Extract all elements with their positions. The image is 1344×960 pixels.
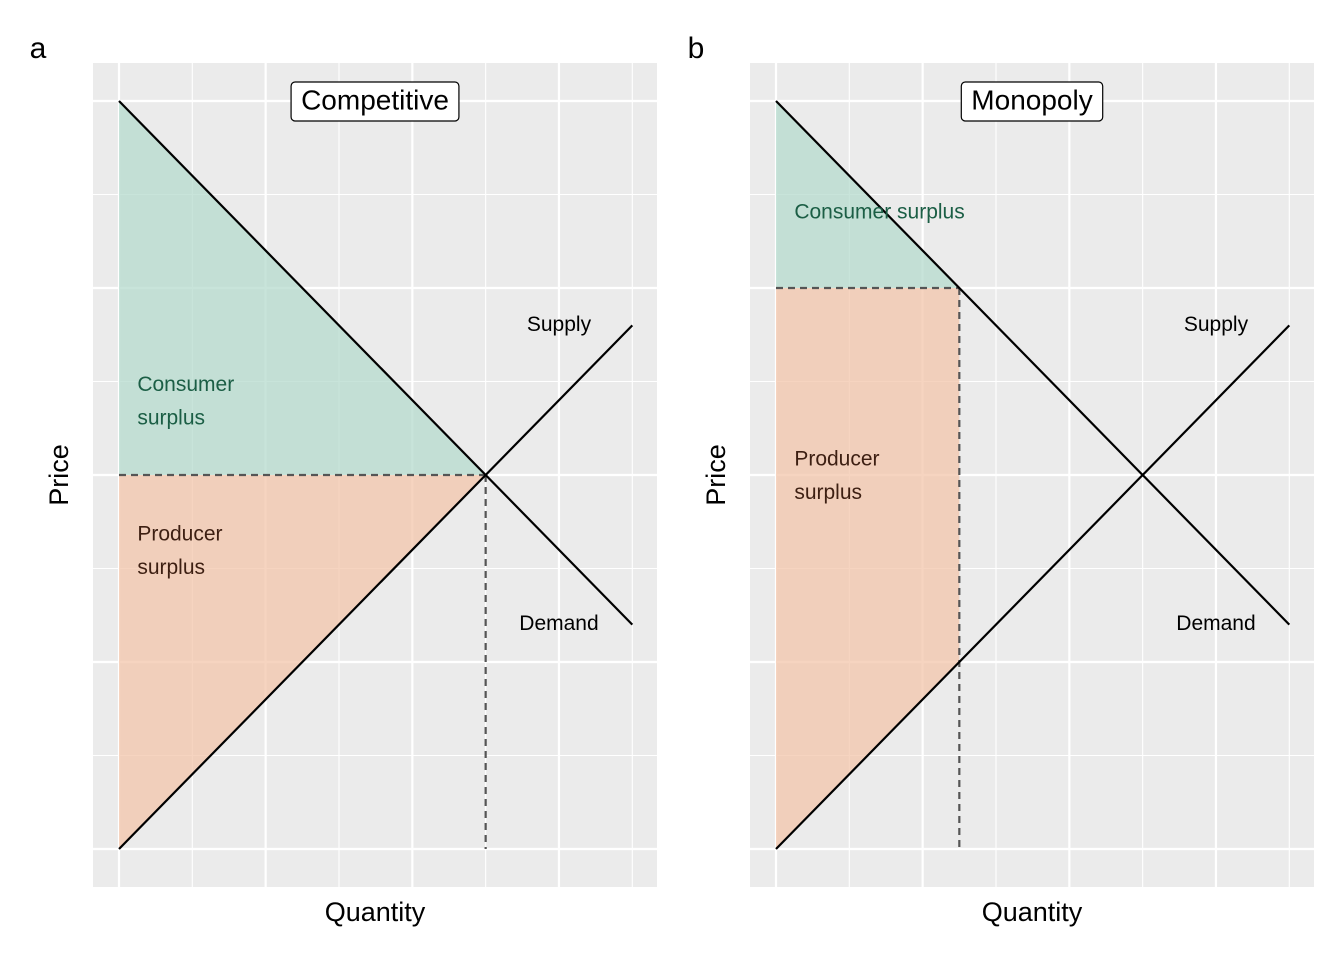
panel-tag: b <box>688 32 705 65</box>
panel-monopoly: Supply Demand Consumer surplus Producer surp… <box>688 32 1314 927</box>
supply-label: Supply <box>1184 313 1249 336</box>
panel-title-box <box>960 81 1104 122</box>
producer-surplus-label: Producer <box>794 448 879 471</box>
panel-tag: a <box>30 32 47 65</box>
supply-label: Supply <box>527 313 592 336</box>
panel-title-box <box>290 81 460 122</box>
consumer-surplus-label: Consumer surplus <box>794 201 964 224</box>
producer-surplus-label: surplus <box>794 481 862 504</box>
panel-title: Competitive <box>301 84 449 115</box>
demand-label: Demand <box>1176 612 1255 635</box>
producer-surplus-label: Producer <box>137 522 222 545</box>
supply-line <box>775 324 1291 850</box>
consumer-surplus-label: surplus <box>137 406 205 429</box>
y-axis-label: Price <box>701 444 731 506</box>
producer-surplus-label: surplus <box>137 556 205 579</box>
y-axis-label: Price <box>44 444 74 506</box>
supply-line <box>118 324 634 850</box>
x-axis-label: Quantity <box>325 897 426 927</box>
consumer-surplus-label: Consumer <box>137 373 234 396</box>
panel-competitive: Supply Demand Consumer surplus Producer surpl… <box>30 32 657 927</box>
demand-line <box>118 100 634 626</box>
panel-title: Monopoly <box>971 84 1092 115</box>
demand-label: Demand <box>519 612 598 635</box>
x-axis-label: Quantity <box>982 897 1083 927</box>
demand-line <box>775 100 1291 626</box>
